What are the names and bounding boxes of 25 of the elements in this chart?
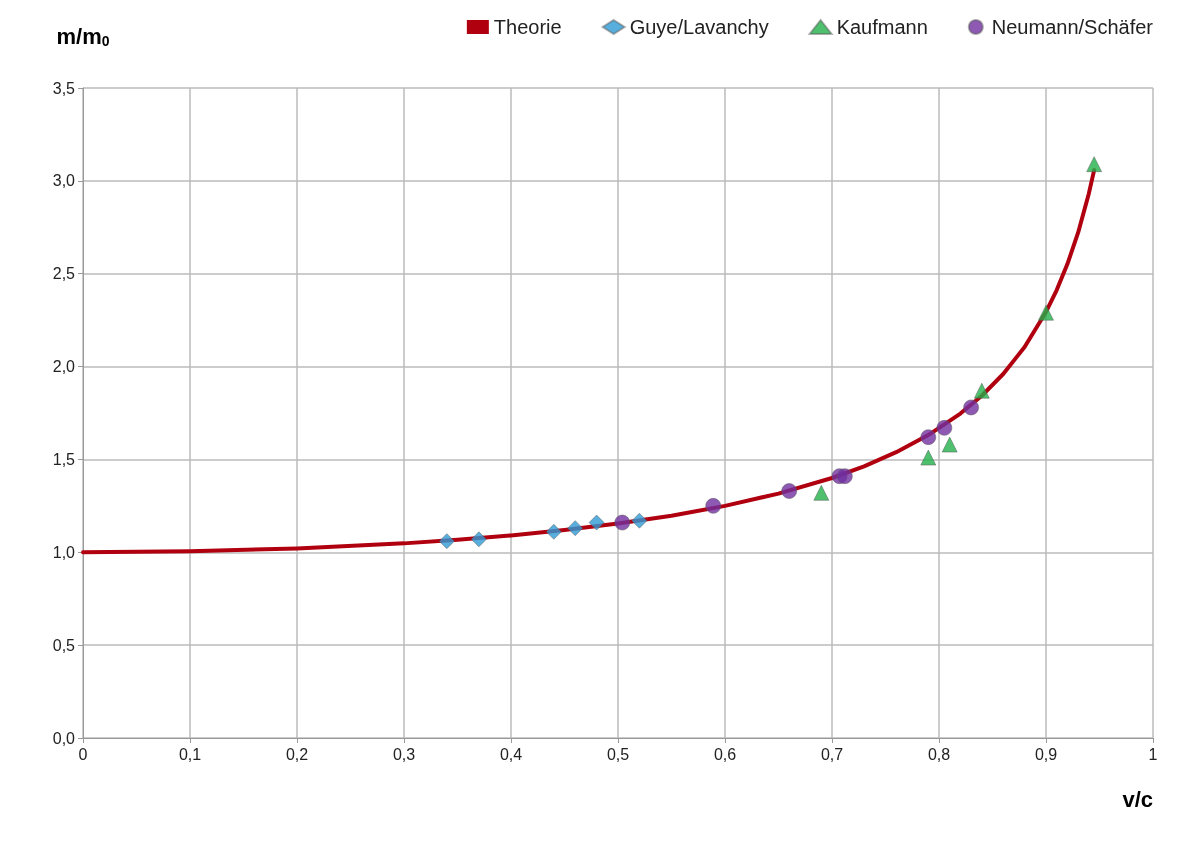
legend-label: Neumann/Schäfer <box>991 16 1154 38</box>
y-tick-label: 3,5 <box>52 79 76 97</box>
y-axis-title: m/m0 <box>56 23 110 49</box>
legend-label: Kaufmann <box>836 16 928 38</box>
x-tick-label: 0,2 <box>285 745 309 763</box>
x-tick-label: 1 <box>1148 745 1158 763</box>
x-tick-label: 0,7 <box>820 745 844 763</box>
x-tick-label: 0,6 <box>713 745 737 763</box>
x-tick-label: 0,3 <box>392 745 416 763</box>
legend-label: Theorie <box>493 16 562 38</box>
x-tick-label: 0,1 <box>178 745 202 763</box>
x-axis-title: v/c <box>1122 786 1153 812</box>
x-tick-label: 0,5 <box>606 745 630 763</box>
x-tick-label: 0,8 <box>927 745 951 763</box>
y-tick-label: 1,5 <box>52 450 76 468</box>
x-tick-label: 0,9 <box>1034 745 1058 763</box>
y-tick-label: 1,0 <box>52 543 76 561</box>
legend-label: Guye/Lavanchy <box>629 16 769 38</box>
x-tick-label: 0 <box>78 745 88 763</box>
y-tick-label: 3,0 <box>52 172 76 190</box>
y-tick-label: 2,0 <box>52 358 76 376</box>
y-tick-label: 0,0 <box>52 729 76 747</box>
x-tick-label: 0,4 <box>499 745 523 763</box>
y-tick-label: 2,5 <box>52 265 76 283</box>
y-tick-label: 0,5 <box>52 636 76 654</box>
